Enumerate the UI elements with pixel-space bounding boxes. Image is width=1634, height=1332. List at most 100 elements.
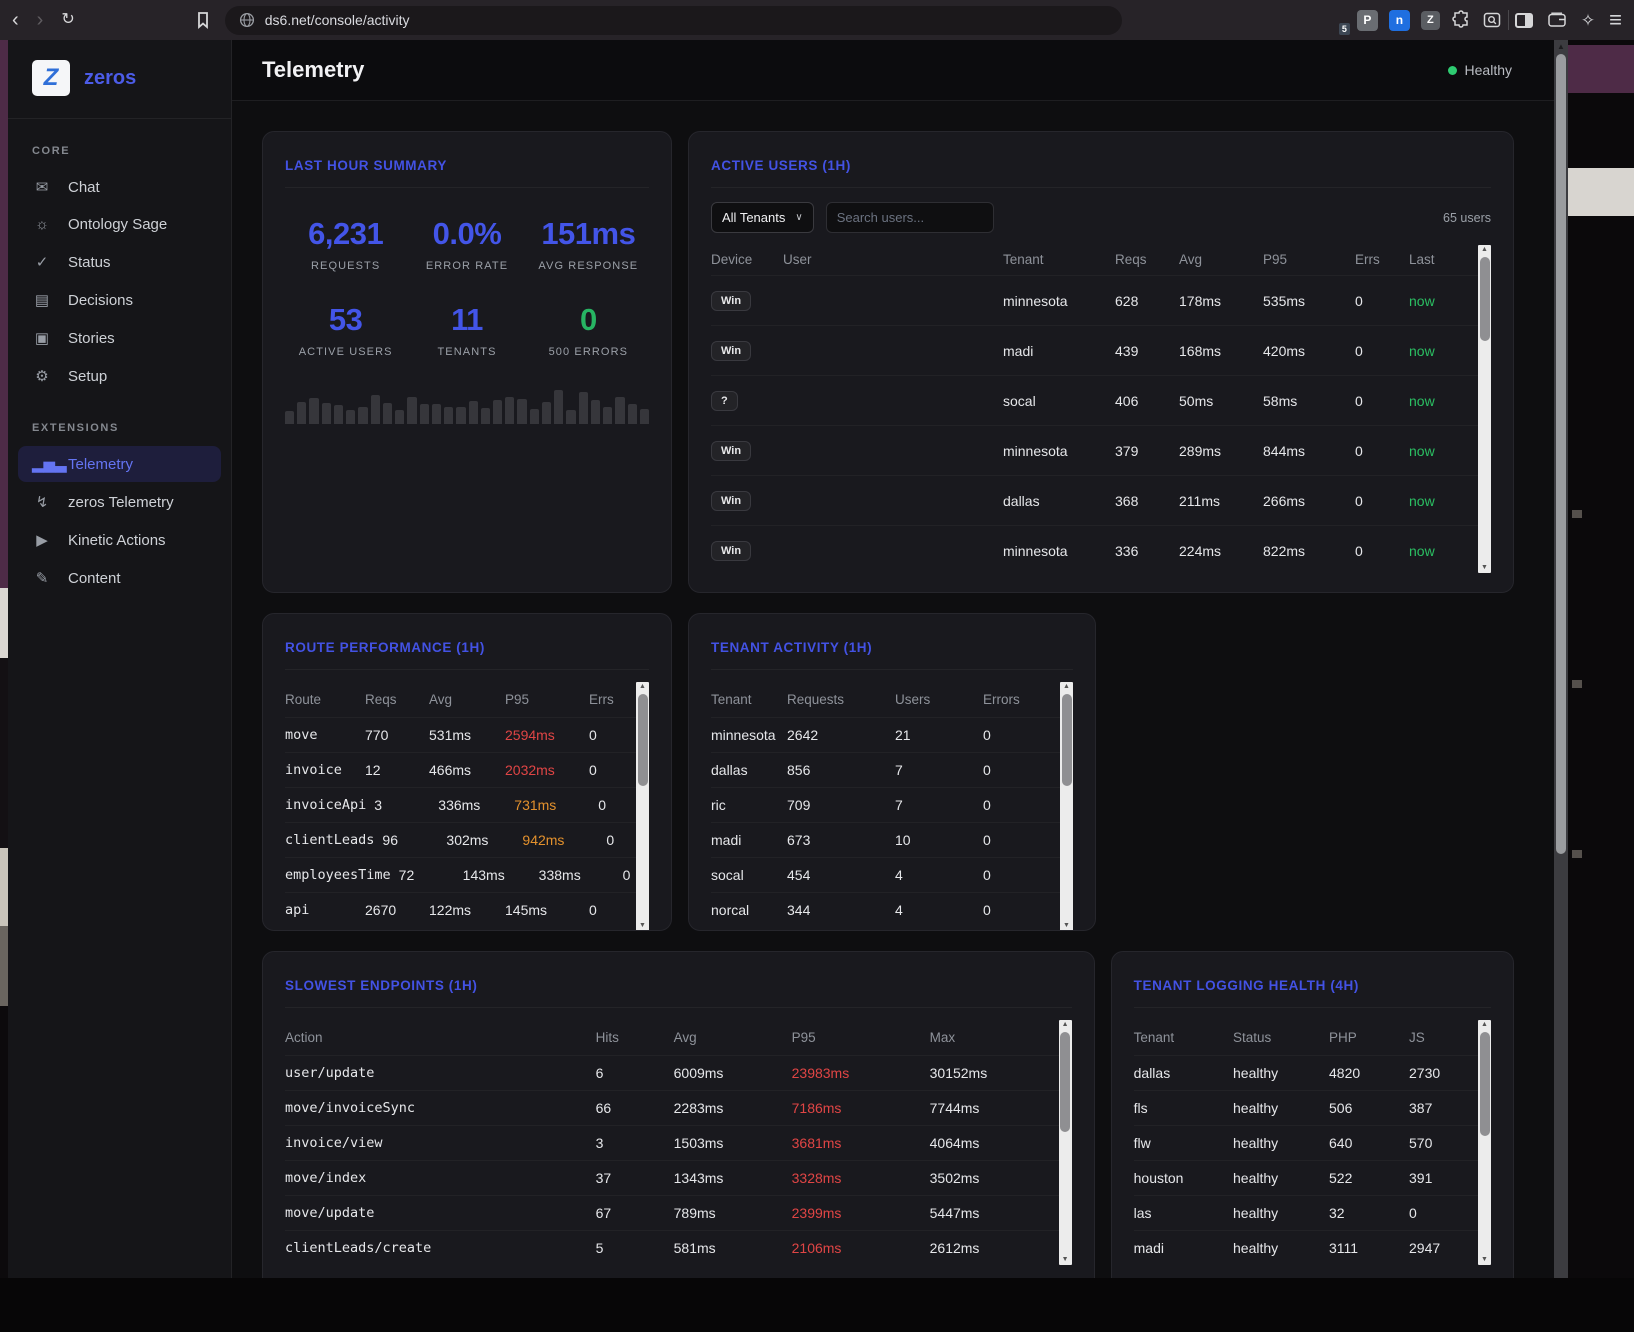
table-row: invoice/view 3 1503ms 3681ms 4064ms bbox=[285, 1125, 1072, 1160]
column-header: Reqs bbox=[365, 692, 421, 707]
container-search-icon[interactable] bbox=[1482, 10, 1502, 30]
sidebar-item-label: Ontology Sage bbox=[68, 216, 167, 233]
sidebar-item-label: Chat bbox=[68, 179, 100, 196]
background-window-fragment bbox=[1568, 40, 1634, 1278]
url-bar[interactable]: ds6.net/console/activity bbox=[225, 6, 1122, 35]
search-users-input[interactable] bbox=[826, 202, 994, 233]
sidebar-item-label: Kinetic Actions bbox=[68, 532, 166, 549]
reload-button[interactable]: ↻ bbox=[61, 12, 74, 28]
column-header: Tenant bbox=[1134, 1030, 1225, 1045]
puzzle-extensions-icon[interactable] bbox=[1451, 10, 1471, 30]
extensions-section-label: EXTENSIONS bbox=[8, 396, 231, 444]
card-title: SLOWEST ENDPOINTS (1H) bbox=[285, 968, 1072, 1008]
column-header: Errs bbox=[1355, 252, 1401, 267]
device-badge: Win bbox=[711, 541, 751, 561]
last-hour-summary-card: LAST HOUR SUMMARY 6,231 REQUESTS 0.0% ER… bbox=[262, 131, 672, 593]
column-header: Avg bbox=[429, 692, 497, 707]
sidebar-item-zeros-telemetry[interactable]: ↯ zeros Telemetry bbox=[18, 484, 221, 520]
zeros-logo: Z bbox=[32, 60, 70, 96]
sidebar-item-label: Decisions bbox=[68, 292, 133, 309]
column-header: Tenant bbox=[1003, 252, 1107, 267]
wallet-icon[interactable] bbox=[1547, 11, 1567, 29]
sidebar-item-content[interactable]: ✎ Content bbox=[18, 560, 221, 596]
column-header: Route bbox=[285, 692, 357, 707]
sidebar-item-label: Content bbox=[68, 570, 121, 587]
card-title: TENANT LOGGING HEALTH (4H) bbox=[1134, 968, 1491, 1008]
table-row: Win dallas 368 211ms 266ms 0 bbox=[711, 475, 1491, 525]
sidebar-item-ontology-sage[interactable]: ☼ Ontology Sage bbox=[18, 207, 221, 242]
table-scrollbar[interactable]: ▲ ▼ bbox=[1060, 682, 1073, 931]
sidebar-item-decisions[interactable]: ▤ Decisions bbox=[18, 282, 221, 318]
app-sidebar: Z zeros CORE ✉ Chat ☼ Ontology Sage ✓ St… bbox=[8, 40, 232, 1278]
column-header: PHP bbox=[1329, 1030, 1401, 1045]
sidebar-item-setup[interactable]: ⚙ Setup bbox=[18, 358, 221, 394]
table-row: Win madi 439 168ms 420ms 0 bbox=[711, 325, 1491, 375]
device-badge: Win bbox=[711, 441, 751, 461]
desktop-background bbox=[0, 1278, 1634, 1332]
table-scrollbar[interactable]: ▲ ▼ bbox=[1478, 245, 1491, 573]
table-scrollbar[interactable]: ▲ ▼ bbox=[636, 682, 649, 931]
sidebar-item-chat[interactable]: ✉ Chat bbox=[18, 169, 221, 205]
browser-toolbar: ‹ › ↻ ds6.net/console/activity 5 P n Z ✧ bbox=[0, 0, 1634, 40]
table-row: houston healthy 522 391 bbox=[1134, 1160, 1491, 1195]
table-row: Win minnesota 336 224ms 822ms bbox=[711, 525, 1491, 575]
health-dot-icon bbox=[1448, 66, 1457, 75]
menu-icon[interactable]: ≡ bbox=[1609, 9, 1622, 31]
sidebar-item-telemetry[interactable]: ▂▅▃ Telemetry bbox=[18, 446, 221, 482]
forward-button[interactable]: › bbox=[37, 10, 44, 30]
table-row: move/invoiceSync 66 2283ms 7186ms 7744ms bbox=[285, 1090, 1072, 1125]
card-title: TENANT ACTIVITY (1H) bbox=[711, 630, 1073, 670]
sidebar-item-label: zeros Telemetry bbox=[68, 494, 174, 511]
p-extension-icon[interactable]: P bbox=[1357, 10, 1378, 31]
sidebar-item-label: Status bbox=[68, 254, 111, 271]
bookmark-icon[interactable] bbox=[195, 11, 211, 29]
edit-icon: ✎ bbox=[32, 569, 52, 587]
lightbulb-icon: ☼ bbox=[32, 216, 52, 233]
column-header: P95 bbox=[1263, 252, 1347, 267]
table-row: invoiceApi 3 336ms 731ms 0 bbox=[285, 787, 649, 822]
ai-sparkle-icon[interactable]: ✧ bbox=[1581, 12, 1595, 29]
table-row: madi healthy 3111 2947 bbox=[1134, 1230, 1491, 1265]
column-header: Avg bbox=[1179, 252, 1255, 267]
summary-stat: 0.0% ERROR RATE bbox=[406, 216, 527, 272]
table-scrollbar[interactable]: ▲ ▼ bbox=[1478, 1020, 1491, 1265]
tenant-logging-health-card: TENANT LOGGING HEALTH (4H) Tenant Status P… bbox=[1111, 951, 1514, 1278]
sidebar-item-label: Setup bbox=[68, 368, 107, 385]
table-row: move 770 531ms 2594ms 0 bbox=[285, 717, 649, 752]
device-badge: Win bbox=[711, 341, 751, 361]
n-extension-icon[interactable]: n bbox=[1389, 10, 1410, 31]
page-title: Telemetry bbox=[262, 57, 364, 83]
tenant-activity-card: TENANT ACTIVITY (1H) TenantRequestsUsers… bbox=[688, 613, 1096, 931]
back-button[interactable]: ‹ bbox=[12, 10, 19, 30]
sidebar-item-status[interactable]: ✓ Status bbox=[18, 244, 221, 280]
active-users-card: ACTIVE USERS (1H) All Tenants ∨ 65 users… bbox=[688, 131, 1514, 593]
sidebar-toggle-icon[interactable] bbox=[1515, 13, 1533, 28]
toolbar-separator bbox=[1508, 10, 1509, 30]
summary-stat: 6,231 REQUESTS bbox=[285, 216, 406, 272]
table-row: madi 673 10 0 bbox=[711, 822, 1073, 857]
z-extension-icon[interactable]: Z bbox=[1421, 11, 1440, 30]
table-row: ric 709 7 0 bbox=[711, 787, 1073, 822]
card-title: ACTIVE USERS (1H) bbox=[711, 148, 1491, 188]
column-header: P95 bbox=[505, 692, 581, 707]
table-row: api 2670 122ms 145ms 0 bbox=[285, 892, 649, 927]
summary-stat: 11 TENANTS bbox=[406, 302, 527, 358]
device-badge: ? bbox=[711, 391, 738, 411]
bar-chart-icon: ▂▅▃ bbox=[32, 455, 52, 473]
column-header: Status bbox=[1233, 1030, 1321, 1045]
brand-name: zeros bbox=[84, 67, 136, 90]
table-row: Win minnesota 379 289ms 844ms bbox=[711, 425, 1491, 475]
sidebar-item-kinetic-actions[interactable]: ▶ Kinetic Actions bbox=[18, 522, 221, 558]
table-row: Win minnesota 628 178ms 535ms bbox=[711, 275, 1491, 325]
requests-sparkline bbox=[285, 388, 649, 424]
core-section-label: CORE bbox=[8, 119, 231, 167]
table-scrollbar[interactable]: ▲ ▼ bbox=[1059, 1020, 1072, 1265]
column-header: Avg bbox=[674, 1030, 784, 1045]
table-row: dallas healthy 4820 2730 bbox=[1134, 1055, 1491, 1090]
page-scrollbar[interactable]: ▲ bbox=[1554, 40, 1568, 1278]
tenant-filter-select[interactable]: All Tenants ∨ bbox=[711, 202, 814, 233]
sidebar-item-stories[interactable]: ▣ Stories bbox=[18, 320, 221, 356]
device-badge: Win bbox=[711, 291, 751, 311]
shield-extension-icon[interactable]: 5 bbox=[1322, 8, 1346, 32]
column-header: P95 bbox=[792, 1030, 922, 1045]
